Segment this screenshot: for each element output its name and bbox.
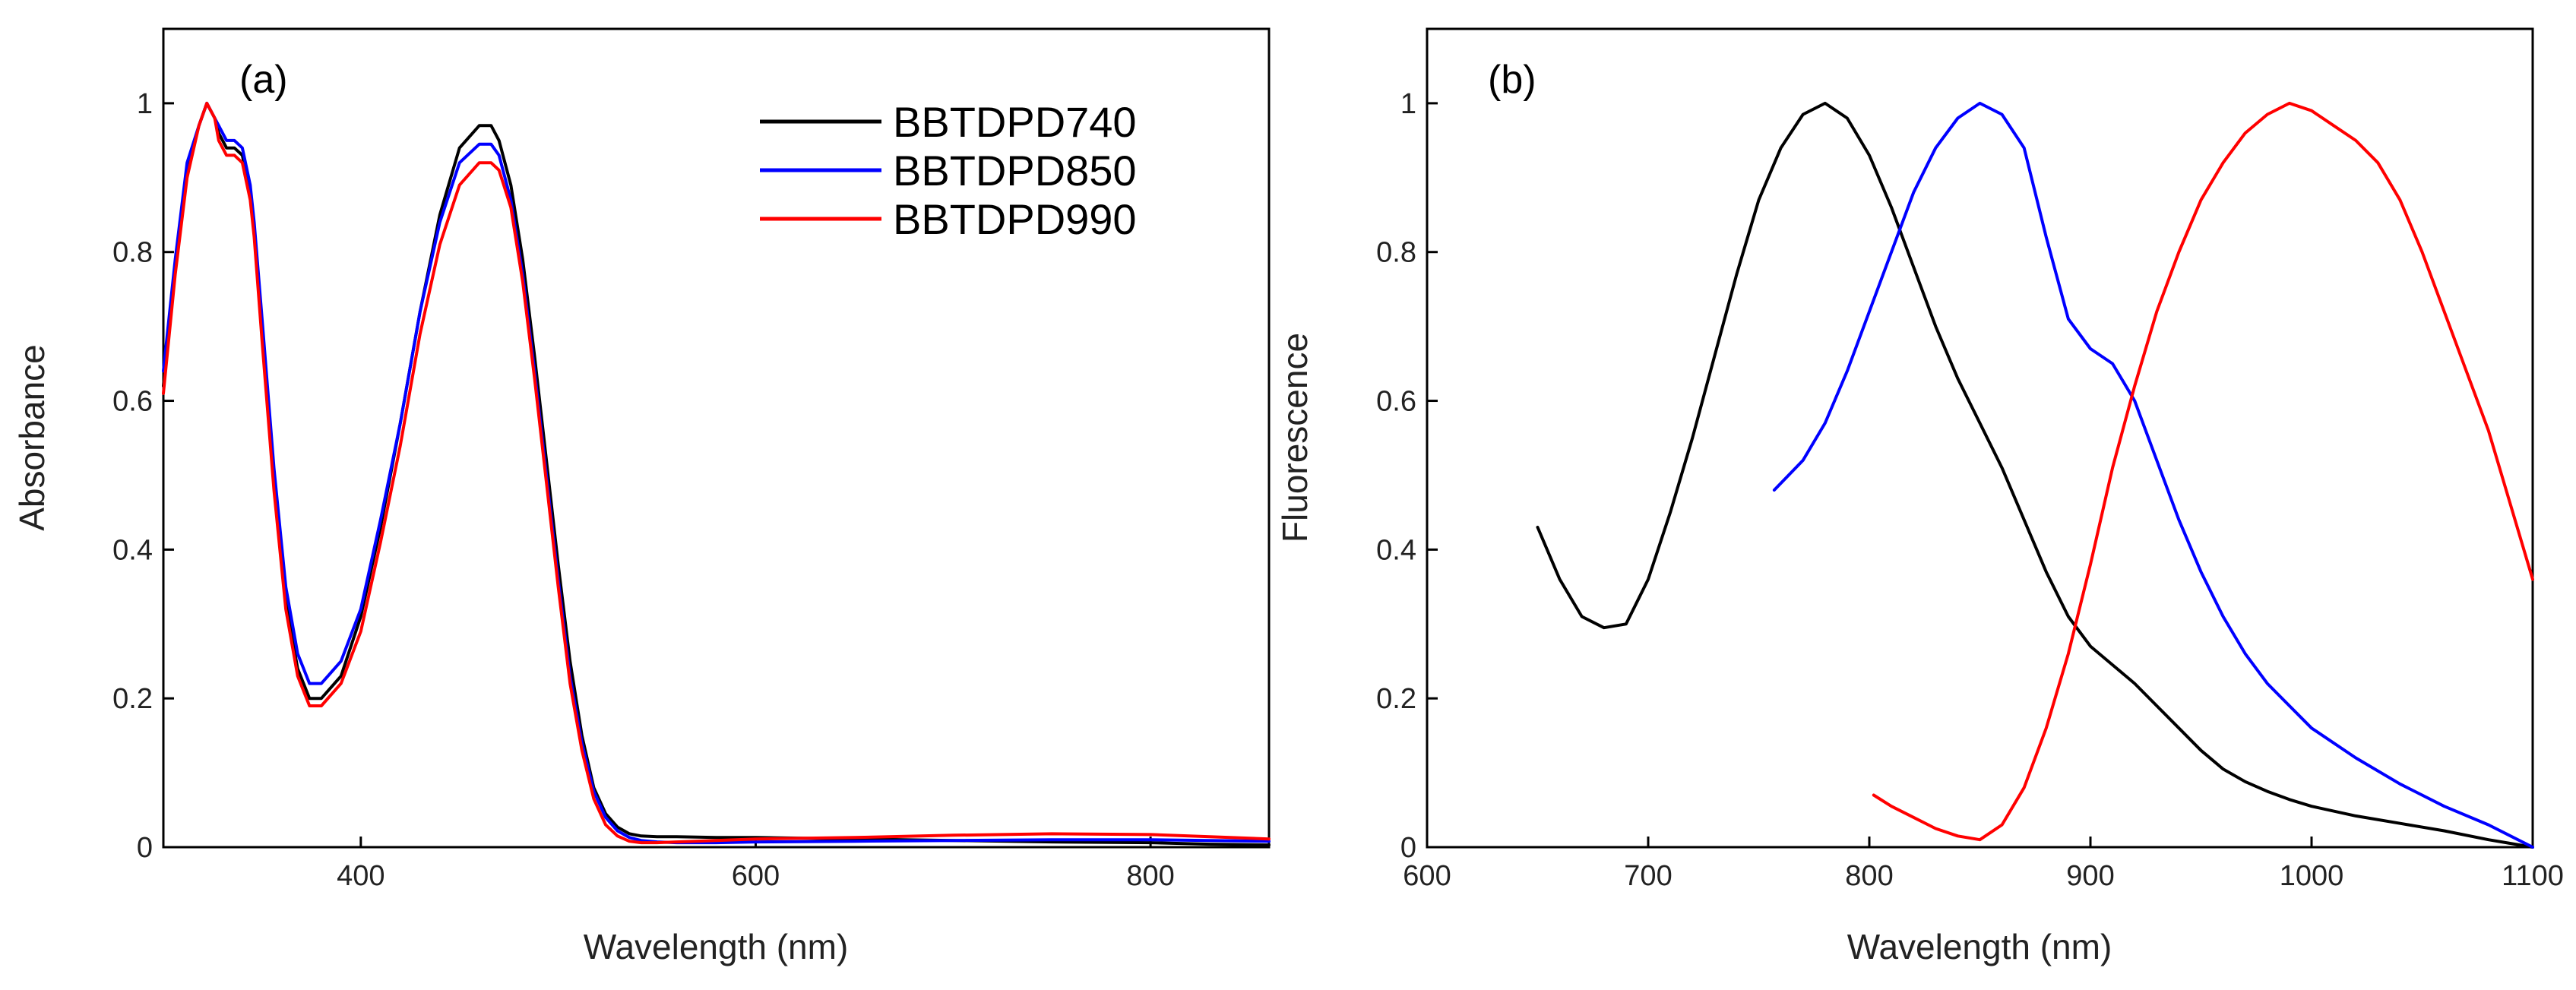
fluorescence-x-axis-label: Wavelength (nm) bbox=[1847, 927, 2112, 966]
absorbance-line-bbtdpd990 bbox=[162, 101, 1271, 845]
fluorescence-line-bbtdpd850 bbox=[1772, 101, 2534, 849]
fluorescence-plot-frame bbox=[1426, 27, 2534, 849]
fluorescence-y-tick-label: 0.8 bbox=[1376, 237, 1416, 269]
absorbance-ticks: 400 600 800 0 0.2 0.4 0.6 0.8 1 bbox=[112, 88, 1175, 892]
absorbance-x-tick-label: 600 bbox=[732, 860, 780, 892]
absorbance-y-axis-label: Absorbance bbox=[12, 344, 52, 531]
fluorescence-y-tick-label: 0 bbox=[1400, 832, 1416, 864]
absorbance-chart: 400 600 800 0 0.2 0.4 0.6 0.8 1 (a) Wavelength (… bbox=[12, 27, 1271, 966]
absorbance-y-tick-label: 0.8 bbox=[112, 237, 153, 269]
fluorescence-ticks: 600 700 800 900 1000 1100 0 0.2 0.4 0.6 0.8 1 bbox=[1376, 88, 2564, 892]
fluorescence-y-tick-label: 0.6 bbox=[1376, 386, 1416, 418]
absorbance-x-tick-label: 400 bbox=[337, 860, 385, 892]
fluorescence-y-tick-label: 0.2 bbox=[1376, 683, 1416, 715]
legend-label-bbtdpd850: BBTDPD850 bbox=[893, 147, 1137, 195]
fluorescence-series bbox=[1536, 101, 2534, 849]
fluorescence-x-tick-label: 1000 bbox=[2280, 860, 2344, 892]
fluorescence-chart: 600 700 800 900 1000 1100 0 0.2 0.4 0.6 0.8 1 (b) W… bbox=[1275, 27, 2564, 966]
absorbance-y-tick-label: 0.4 bbox=[112, 534, 153, 566]
absorbance-y-tick-label: 1 bbox=[137, 88, 153, 120]
fluorescence-panel-label: (b) bbox=[1488, 58, 1536, 102]
fluorescence-y-tick-label: 0.4 bbox=[1376, 534, 1416, 566]
absorbance-series bbox=[162, 101, 1271, 847]
absorbance-panel-label: (a) bbox=[239, 58, 288, 102]
fluorescence-line-bbtdpd990 bbox=[1872, 101, 2534, 842]
fluorescence-line-bbtdpd740 bbox=[1536, 101, 2534, 849]
absorbance-line-bbtdpd740 bbox=[162, 101, 1271, 847]
absorbance-y-tick-label: 0.6 bbox=[112, 386, 153, 418]
absorbance-plot-frame bbox=[162, 27, 1271, 849]
absorbance-x-tick-label: 800 bbox=[1126, 860, 1174, 892]
fluorescence-x-tick-label: 700 bbox=[1624, 860, 1672, 892]
absorbance-x-axis-label: Wavelength (nm) bbox=[584, 927, 849, 966]
fluorescence-y-axis-label: Fluorescence bbox=[1275, 333, 1315, 542]
fluorescence-x-tick-label: 600 bbox=[1403, 860, 1451, 892]
absorbance-y-tick-label: 0 bbox=[137, 832, 153, 864]
legend-label-bbtdpd990: BBTDPD990 bbox=[893, 195, 1137, 243]
absorbance-y-tick-label: 0.2 bbox=[112, 683, 153, 715]
fluorescence-y-tick-label: 1 bbox=[1400, 88, 1416, 120]
fluorescence-x-tick-label: 1100 bbox=[2502, 860, 2564, 892]
fluorescence-x-tick-label: 800 bbox=[1845, 860, 1893, 892]
legend-label-bbtdpd740: BBTDPD740 bbox=[893, 98, 1137, 146]
fluorescence-x-tick-label: 900 bbox=[2066, 860, 2114, 892]
